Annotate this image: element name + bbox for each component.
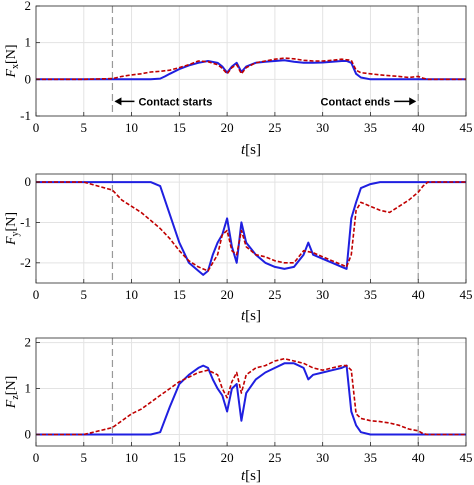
x-tick-label: 35 xyxy=(364,450,377,465)
x-tick-label: 45 xyxy=(460,287,473,302)
x-tick-label: 40 xyxy=(412,450,425,465)
x-tick-label: 15 xyxy=(173,450,186,465)
x-tick-label: 30 xyxy=(316,120,329,135)
plot-area xyxy=(36,6,466,116)
x-tick-label: 10 xyxy=(125,120,138,135)
series-solid-line xyxy=(36,59,466,81)
y-tick-label: -1 xyxy=(20,214,31,229)
x-axis-label: t[s] xyxy=(241,308,261,324)
contact-ends-arrowhead xyxy=(409,97,417,106)
x-tick-label: 35 xyxy=(364,120,377,135)
x-tick-label: 30 xyxy=(316,450,329,465)
axes-box xyxy=(35,173,467,284)
y-tick-label: -2 xyxy=(20,255,31,270)
series-dashed-line xyxy=(36,181,466,272)
x-tick-label: 15 xyxy=(173,120,186,135)
series-solid-line xyxy=(36,362,466,436)
x-tick-label: 0 xyxy=(33,450,40,465)
y-tick-label: 0 xyxy=(25,427,32,442)
x-tick-label: 10 xyxy=(125,287,138,302)
grid xyxy=(35,174,467,283)
x-axis-label: t[s] xyxy=(241,142,261,158)
x-tick-label: 25 xyxy=(268,287,281,302)
subplot-1: 0 5 10 15 20 25 30 35 40 45-1012t[s]Fx[N]Contact … xyxy=(4,0,473,158)
x-tick-label: 20 xyxy=(221,287,234,302)
x-axis-label: t[s] xyxy=(241,468,261,484)
x-tick-label: 40 xyxy=(412,287,425,302)
y-tick-label: 2 xyxy=(25,335,32,350)
y-tick-label: 2 xyxy=(25,0,32,13)
x-tick-label: 45 xyxy=(460,120,473,135)
contact-starts-arrowhead xyxy=(114,97,122,106)
y-axis-label: Fy[N] xyxy=(4,212,21,246)
axes-box xyxy=(35,5,467,117)
y-tick-label: 1 xyxy=(25,35,32,50)
contact-starts-label: Contact starts xyxy=(138,96,212,108)
x-tick-label: 25 xyxy=(268,120,281,135)
subplot-3: 0 5 10 15 20 25 30 35 40 45 0 1 2 t[s] Fz[N] xyxy=(4,335,473,484)
x-tick-label: 35 xyxy=(364,287,377,302)
contact-ends-label: Contact ends xyxy=(321,96,391,108)
plot-area xyxy=(36,338,466,446)
x-tick-label: 40 xyxy=(412,120,425,135)
x-tick-label: 5 xyxy=(81,450,88,465)
y-tick-label: 0 xyxy=(25,71,32,86)
plot-area xyxy=(36,174,466,283)
series-dashed-line xyxy=(36,357,466,436)
x-tick-label: 15 xyxy=(173,287,186,302)
x-tick-label: 20 xyxy=(221,120,234,135)
x-tick-label: 5 xyxy=(81,120,88,135)
x-tick-label: 10 xyxy=(125,450,138,465)
y-axis-label: Fz[N] xyxy=(4,376,21,409)
y-tick-label: -1 xyxy=(20,108,31,123)
axes-box xyxy=(35,337,467,447)
series-dashed-line xyxy=(36,57,466,81)
x-tick-label: 25 xyxy=(268,450,281,465)
x-tick-label: 20 xyxy=(221,450,234,465)
x-tick-label: 0 xyxy=(33,120,40,135)
y-tick-label: 0 xyxy=(25,174,32,189)
x-tick-label: 5 xyxy=(81,287,88,302)
y-axis-label: Fx[N] xyxy=(4,45,21,79)
y-tick-label: 1 xyxy=(25,381,32,396)
x-tick-label: 0 xyxy=(33,287,40,302)
x-tick-label: 30 xyxy=(316,287,329,302)
subplot-2: 0 5 10 15 20 25 30 35 40 45 -2 -1 0 t[s] Fy[N] xyxy=(4,173,473,324)
x-tick-label: 45 xyxy=(460,450,473,465)
